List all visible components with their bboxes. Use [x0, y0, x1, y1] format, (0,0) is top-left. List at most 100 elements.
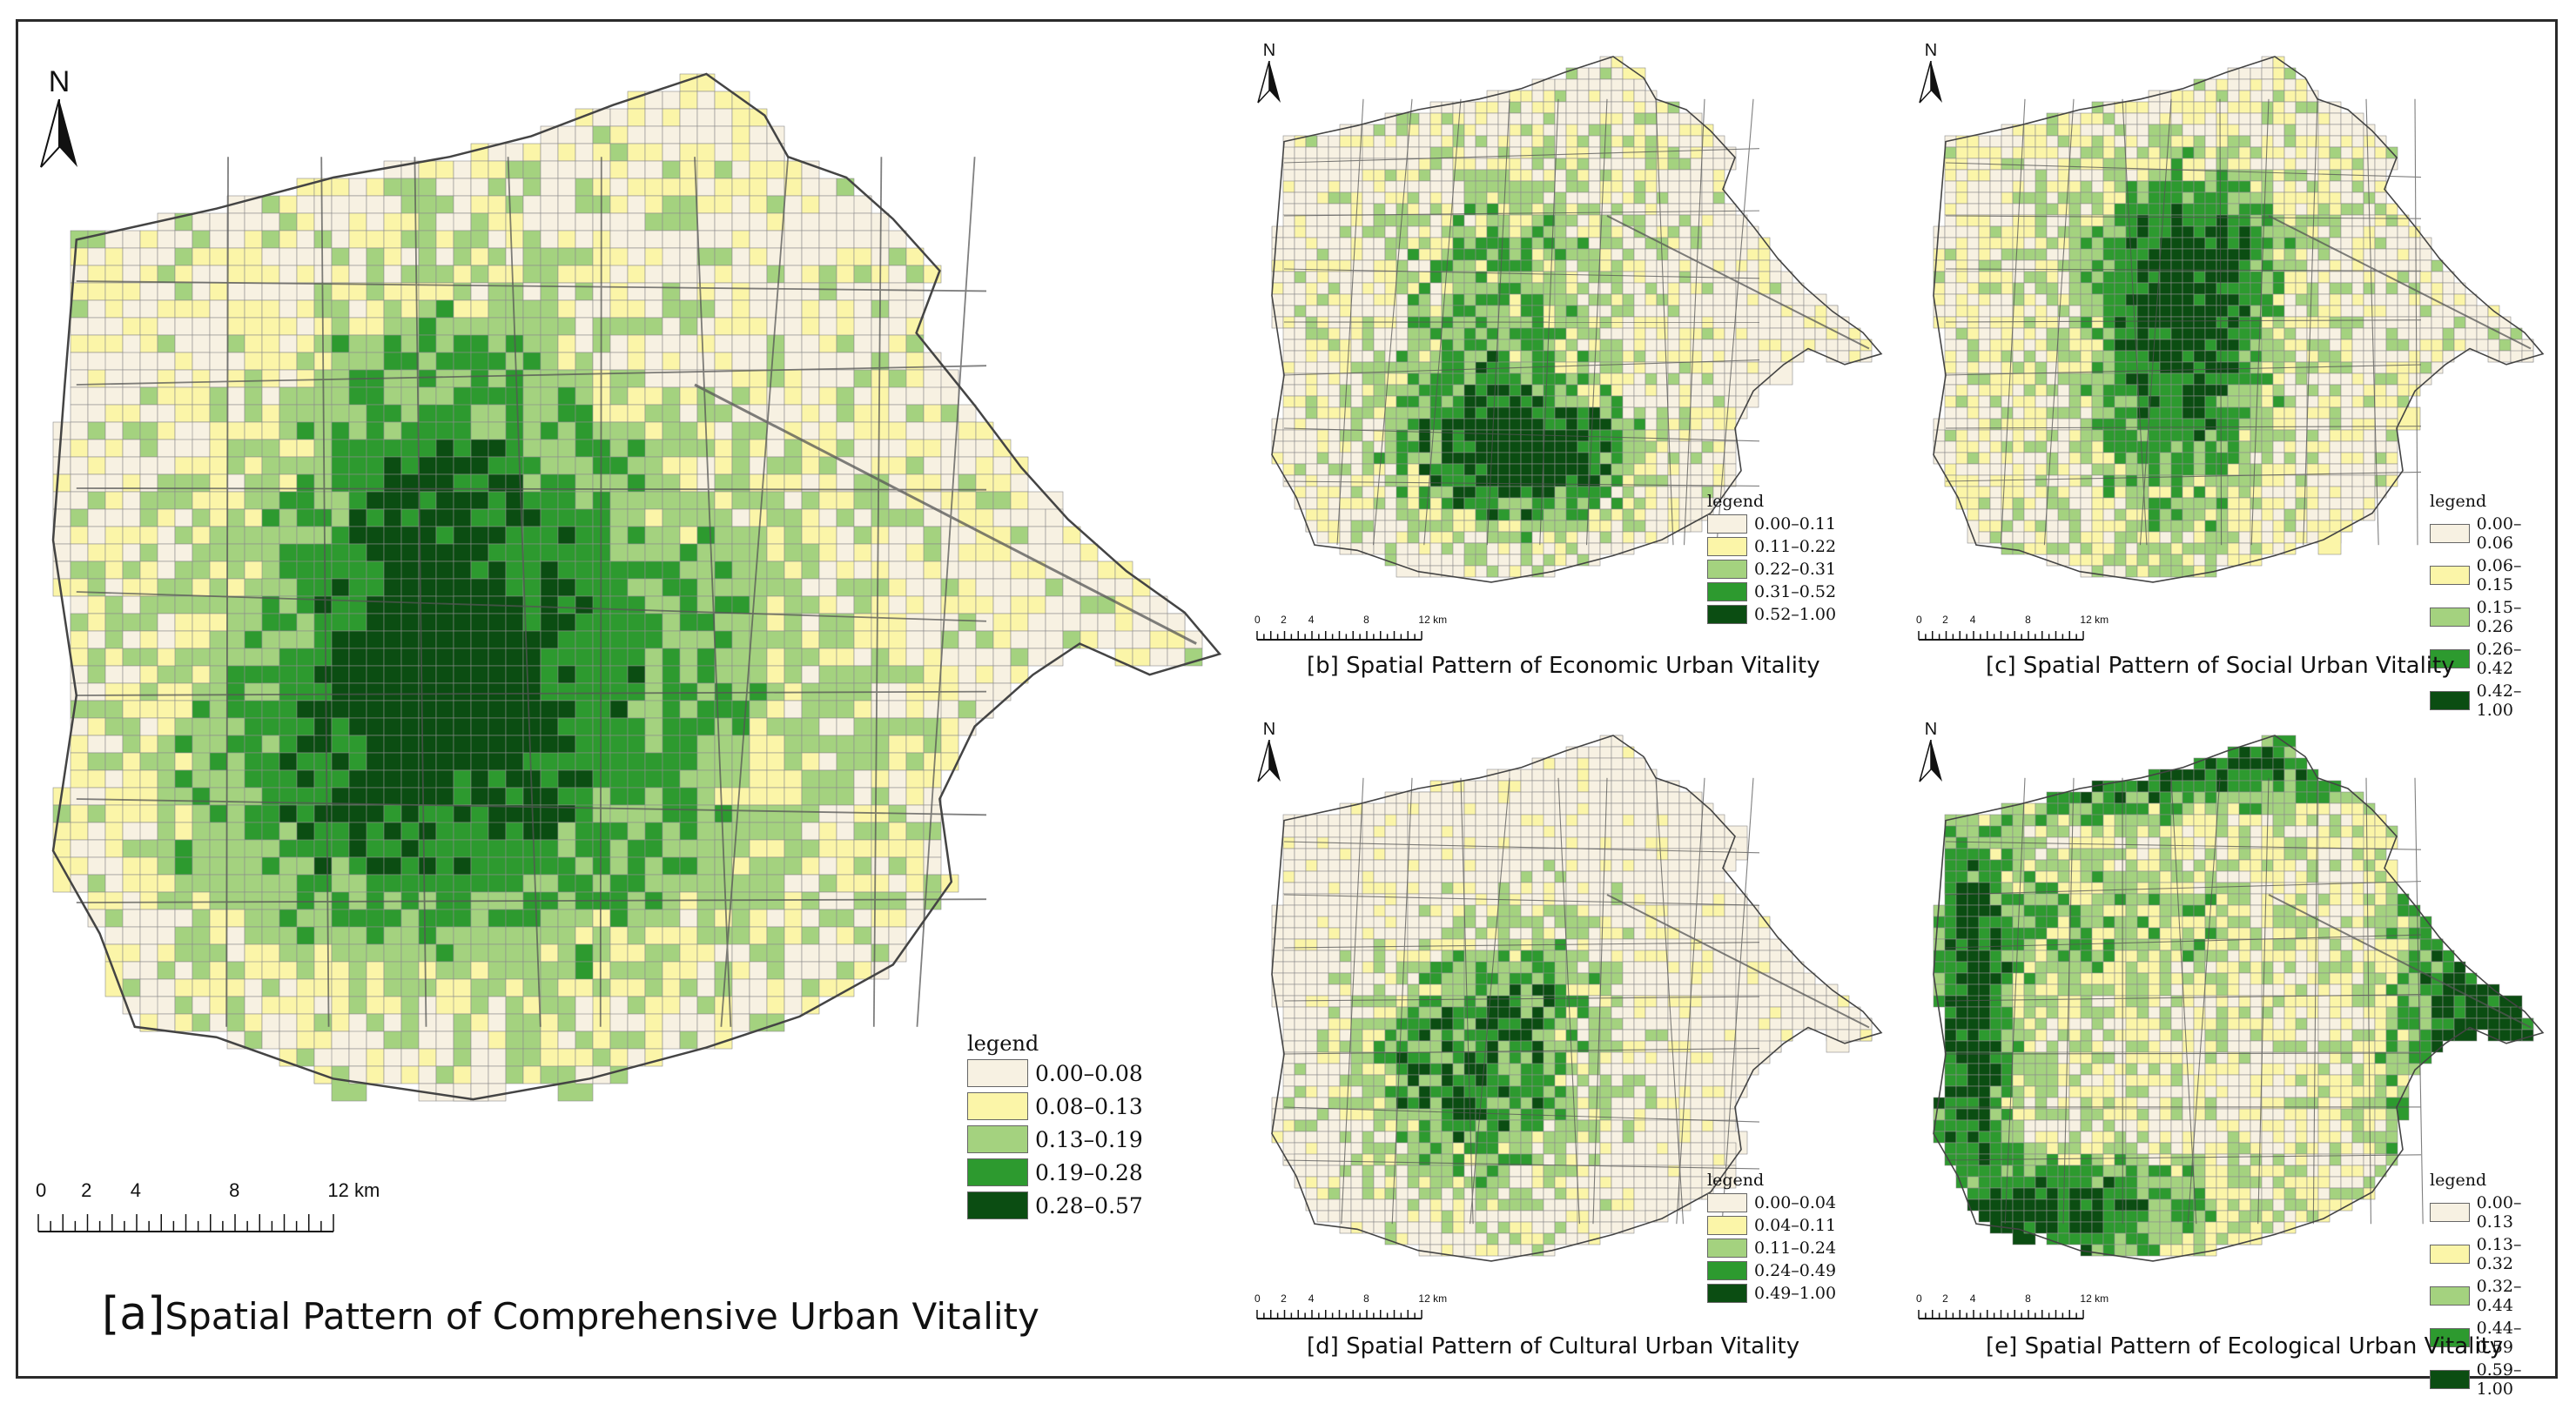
scale-bar-c: 0 2 4 8 12 km: [1916, 614, 2109, 657]
legend-label: 0.06–0.15: [2476, 556, 2522, 594]
legend-c: legend 0.00–0.06 0.06–0.15 0.15–0.26 0.26–0…: [2430, 492, 2558, 723]
legend-swatch: [2430, 1328, 2470, 1347]
panel-e-ecological: N legend 0.00–0.13 0.13–0.32 0.32–0.44 0.44…: [1899, 701, 2558, 1399]
north-label: N: [1262, 41, 1276, 60]
legend-swatch: [1707, 560, 1747, 579]
caption-tag: [b]: [1307, 653, 1339, 679]
north-arrow-e: N: [1918, 720, 1944, 788]
caption-text: Spatial Pattern of Social Urban Vitality: [2022, 653, 2455, 679]
legend-item: 0.42–1.00: [2430, 681, 2558, 720]
map-a: [51, 72, 1222, 1102]
legend-label: 0.13–0.19: [1035, 1126, 1143, 1152]
legend-item: 0.11–0.24: [1707, 1239, 1836, 1258]
scale-bar-label: 0: [36, 1179, 47, 1201]
north-arrow-icon: [1919, 739, 1942, 782]
legend-label: 0.11–0.22: [1754, 537, 1837, 556]
legend-label: 0.52–1.00: [1754, 605, 1837, 624]
map-d: [1271, 735, 1883, 1262]
legend-swatch: [1707, 537, 1747, 556]
north-arrow-c: N: [1918, 41, 1944, 109]
caption-text: Spatial Pattern of Comprehensive Urban V…: [165, 1295, 1039, 1338]
legend-swatch: [1707, 605, 1747, 624]
scale-bar-label: 8: [1363, 614, 1369, 626]
legend-item: 0.00–0.06: [2430, 514, 2558, 553]
scale-bar-label: 8: [2025, 614, 2031, 626]
caption-c: [c] Spatial Pattern of Social Urban Vita…: [1986, 653, 2455, 679]
legend-swatch: [1707, 1239, 1747, 1258]
scale-bar-label: 4: [1969, 614, 1976, 626]
north-arrow-b: N: [1256, 41, 1282, 109]
scale-bar-e: 0 2 4 8 12 km: [1916, 1292, 2109, 1336]
legend-item: 0.15–0.26: [2430, 598, 2558, 636]
scale-bar-ticks: [1256, 631, 1423, 641]
north-arrow-icon: [1919, 60, 1942, 104]
panel-a-comprehensive: N legend 0.00–0.08 0.08–0.13 0.13–0.19 0.19…: [18, 22, 1237, 1380]
legend-swatch: [967, 1092, 1028, 1120]
legend-item: 0.49–1.00: [1707, 1284, 1836, 1303]
legend-label: 0.32–0.44: [2476, 1277, 2522, 1315]
legend-swatch: [2430, 1370, 2470, 1389]
legend-title: legend: [1707, 492, 1765, 511]
legend-swatch: [967, 1158, 1028, 1186]
north-arrow-icon: [1257, 739, 1281, 782]
legend-item: 0.00–0.08: [967, 1059, 1143, 1087]
north-arrow-d: N: [1256, 720, 1282, 788]
caption-tag: [e]: [1986, 1333, 2018, 1359]
scale-bar-label: 12 km: [1418, 1292, 1448, 1305]
legend-item: 0.59–1.00: [2430, 1360, 2558, 1399]
scale-bar-ticks: [1918, 1310, 2084, 1319]
legend-swatch: [2430, 649, 2470, 668]
legend-item: 0.28–0.57: [967, 1192, 1143, 1219]
legend-swatch: [2430, 566, 2470, 585]
legend-d: legend 0.00–0.04 0.04–0.11 0.11–0.24 0.24–0…: [1707, 1171, 1836, 1306]
caption-e: [e] Spatial Pattern of Ecological Urban …: [1986, 1333, 2503, 1359]
scale-bar-label: 0: [1916, 614, 1922, 626]
north-label: N: [1924, 41, 1938, 60]
legend-item: 0.22–0.31: [1707, 560, 1836, 579]
legend-label: 0.24–0.49: [1754, 1261, 1837, 1280]
legend-a: legend 0.00–0.08 0.08–0.13 0.13–0.19 0.19–0…: [967, 1031, 1143, 1225]
legend-label: 0.26–0.42: [2476, 640, 2522, 678]
map-c: [1933, 56, 2545, 583]
legend-swatch: [967, 1059, 1028, 1087]
scale-bar-label: 2: [1281, 1292, 1287, 1305]
caption-text: Spatial Pattern of Economic Urban Vitali…: [1346, 653, 1820, 679]
legend-label: 0.15–0.26: [2476, 598, 2522, 636]
scale-bar-ticks: [37, 1214, 334, 1232]
north-label: N: [1924, 720, 1938, 739]
legend-swatch: [2430, 608, 2470, 627]
legend-item: 0.11–0.22: [1707, 537, 1836, 556]
scale-bar-label: 0: [1916, 1292, 1922, 1305]
legend-swatch: [2430, 524, 2470, 543]
scale-bar-label: 4: [1308, 1292, 1315, 1305]
scale-bar-label: 0: [1254, 614, 1261, 626]
scale-bar-label: 2: [1281, 614, 1287, 626]
caption-a: [a]Spatial Pattern of Comprehensive Urba…: [102, 1288, 1039, 1340]
legend-item: 0.00–0.04: [1707, 1193, 1836, 1212]
scale-bar-label: 0: [1254, 1292, 1261, 1305]
legend-title: legend: [2430, 1171, 2487, 1190]
legend-b: legend 0.00–0.11 0.11–0.22 0.22–0.31 0.31–0…: [1707, 492, 1836, 628]
caption-tag: [c]: [1986, 653, 2016, 679]
legend-swatch: [967, 1192, 1028, 1219]
scale-bar-label: 4: [1969, 1292, 1976, 1305]
legend-swatch: [2430, 1286, 2470, 1306]
legend-label: 0.22–0.31: [1754, 560, 1837, 579]
legend-swatch: [1707, 514, 1747, 534]
legend-label: 0.00–0.08: [1035, 1060, 1143, 1086]
panel-b-economic: N legend 0.00–0.11 0.11–0.22 0.22–0.31 0.31…: [1237, 22, 1899, 692]
legend-label: 0.04–0.11: [1754, 1216, 1837, 1235]
legend-swatch: [1707, 582, 1747, 601]
legend-item: 0.13–0.32: [2430, 1235, 2558, 1273]
legend-item: 0.13–0.19: [967, 1125, 1143, 1153]
map-e: [1933, 735, 2545, 1262]
legend-label: 0.08–0.13: [1035, 1093, 1143, 1119]
legend-label: 0.00–0.11: [1754, 514, 1837, 534]
legend-label: 0.42–1.00: [2476, 681, 2522, 720]
panel-d-cultural: N legend 0.00–0.04 0.04–0.11 0.11–0.24 0.24…: [1237, 701, 1899, 1380]
legend-item: 0.26–0.42: [2430, 640, 2558, 678]
legend-item: 0.32–0.44: [2430, 1277, 2558, 1315]
scale-bar-label: 2: [1942, 1292, 1948, 1305]
legend-item: 0.00–0.13: [2430, 1193, 2558, 1232]
scale-bar-label: 12 km: [1418, 614, 1448, 626]
